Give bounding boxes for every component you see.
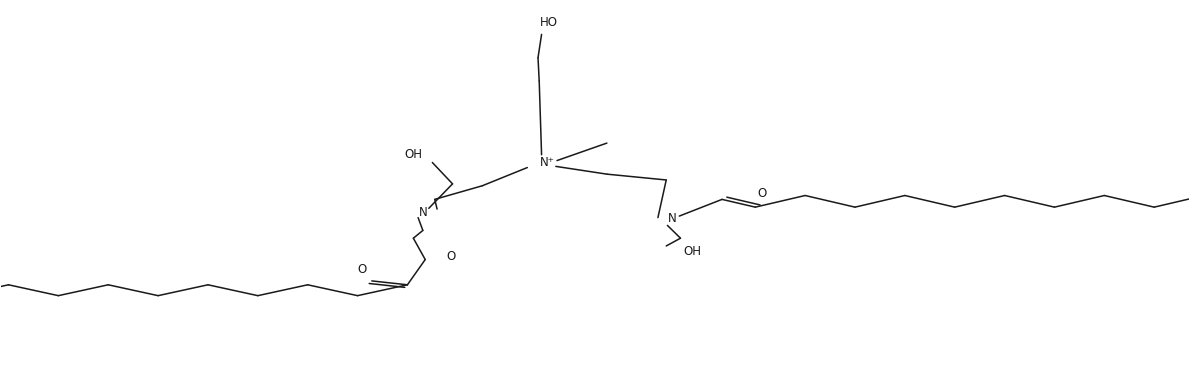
Text: HO: HO bbox=[540, 16, 558, 29]
Text: N: N bbox=[668, 212, 677, 225]
Text: N⁺: N⁺ bbox=[540, 156, 555, 169]
Text: OH: OH bbox=[405, 148, 422, 161]
Text: O: O bbox=[446, 250, 456, 263]
Text: O: O bbox=[758, 187, 768, 200]
Text: OH: OH bbox=[683, 245, 701, 258]
Text: N: N bbox=[419, 206, 427, 219]
Text: O: O bbox=[358, 263, 367, 276]
